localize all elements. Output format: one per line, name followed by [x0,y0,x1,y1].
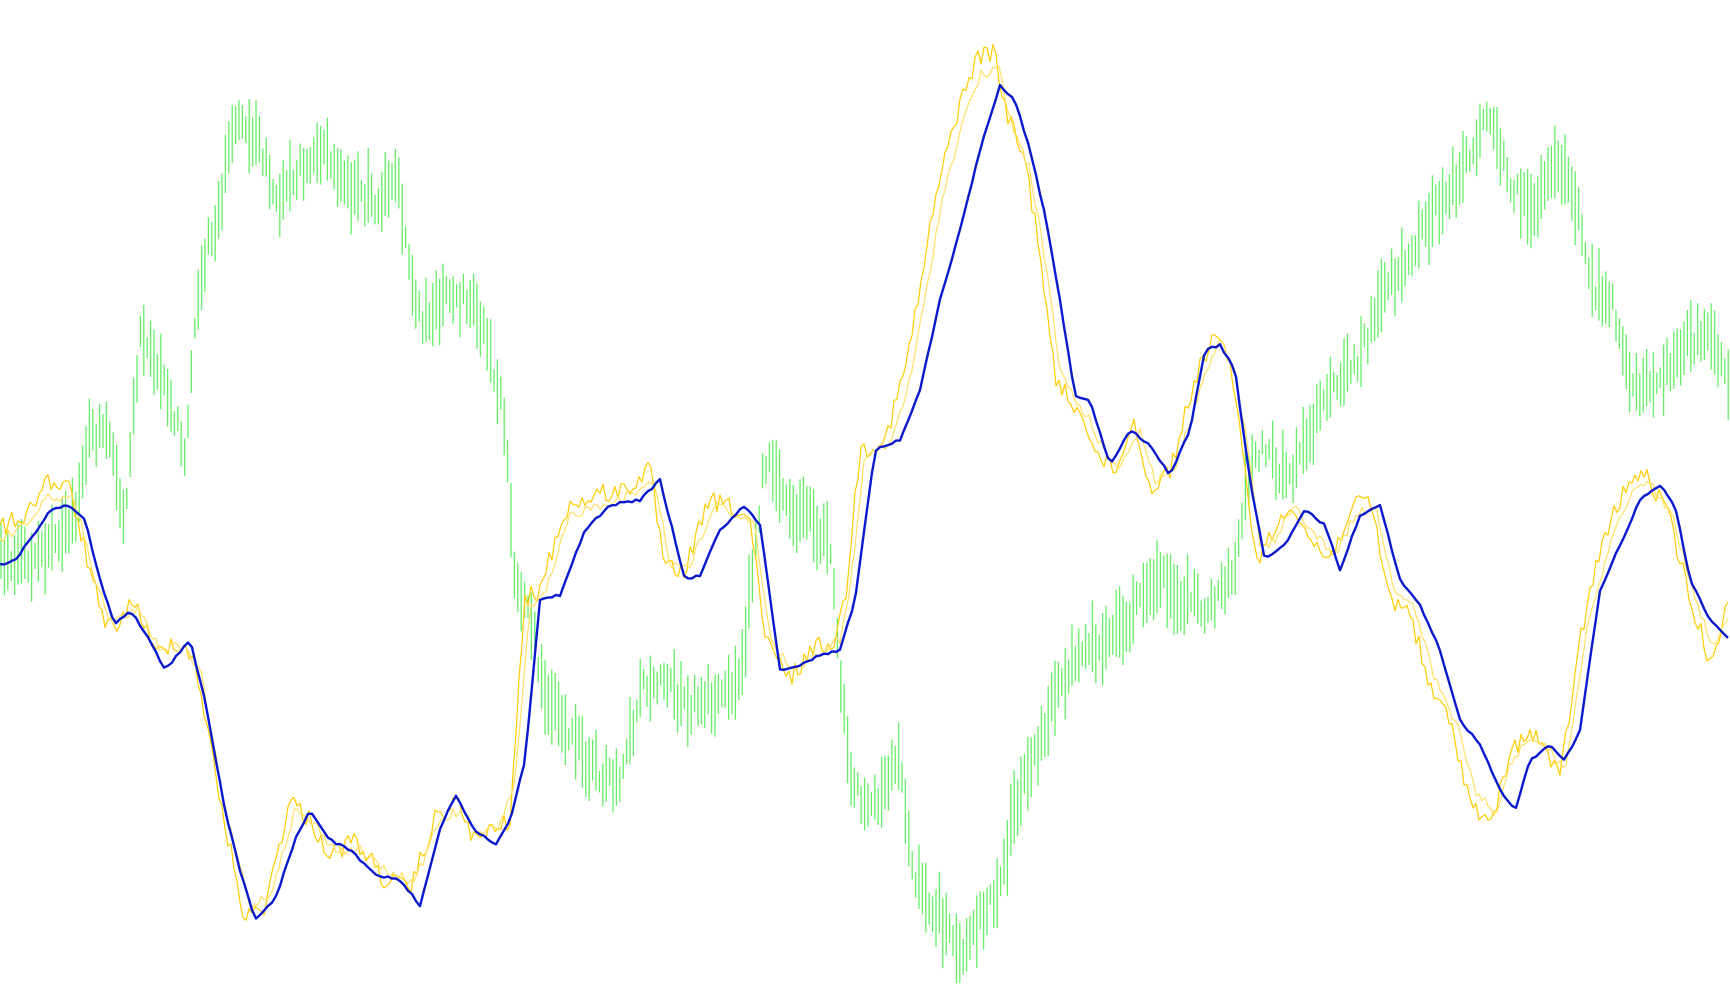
series-2-line [0,65,1729,908]
series-layer [0,43,1729,984]
series-0 [0,99,1729,984]
series-2 [0,65,1729,908]
series-3-line [0,83,1729,920]
series-1 [0,43,1729,921]
series-1-line [0,43,1729,921]
series-3 [0,83,1729,920]
